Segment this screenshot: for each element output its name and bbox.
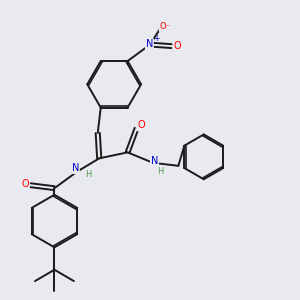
Text: O: O <box>174 41 181 51</box>
Text: O: O <box>137 121 145 130</box>
Text: H: H <box>157 167 164 176</box>
Text: N: N <box>151 156 158 166</box>
Text: N: N <box>146 39 153 49</box>
Text: H: H <box>85 170 92 179</box>
Text: N: N <box>72 163 79 173</box>
Text: O⁻: O⁻ <box>159 22 170 31</box>
Text: O: O <box>21 179 29 189</box>
Text: +: + <box>153 34 160 43</box>
